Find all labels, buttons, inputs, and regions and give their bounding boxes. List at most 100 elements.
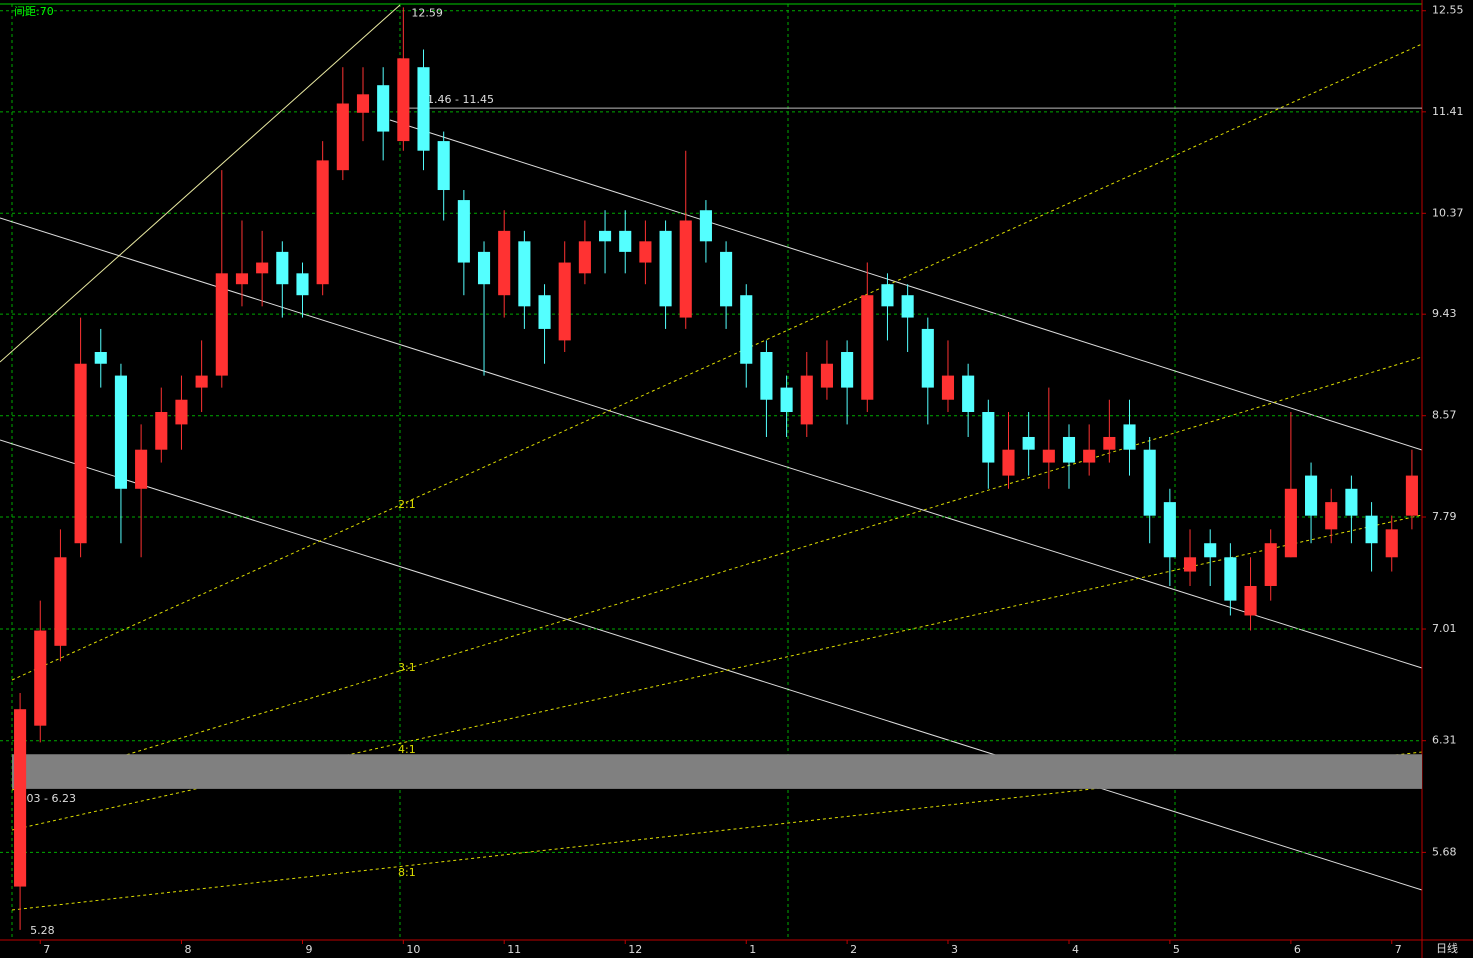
candle-body <box>1002 449 1015 476</box>
candle-body <box>800 375 813 425</box>
candle-body <box>1405 475 1418 516</box>
x-tick-label: 5 <box>1173 943 1180 956</box>
candle-body <box>1204 543 1217 558</box>
x-tick-label: 3 <box>951 943 958 956</box>
spacing-label: 间距:70 <box>14 5 54 18</box>
level-label: 11.46 - 11.45 <box>420 93 494 106</box>
gann-label: 3:1 <box>398 661 416 674</box>
candle-body <box>861 295 874 400</box>
y-tick-label: 7.79 <box>1432 510 1457 523</box>
gann-label: 8:1 <box>398 866 416 879</box>
candle-body <box>901 295 914 318</box>
candle-body <box>256 262 269 274</box>
candle-body <box>740 295 753 364</box>
candle-body <box>356 94 370 113</box>
candle-body <box>1123 424 1136 450</box>
candle-body <box>437 141 450 191</box>
candle-body <box>498 230 511 296</box>
candle-body <box>962 375 975 412</box>
candle-body <box>921 328 934 388</box>
x-tick-label: 7 <box>43 943 50 956</box>
candle-body <box>841 352 854 388</box>
candle-body <box>941 375 955 400</box>
candle-body <box>114 375 127 489</box>
x-tick-label: 4 <box>1072 943 1079 956</box>
candle-body <box>1244 585 1257 616</box>
candle-body <box>417 67 430 151</box>
low-label: 5.28 <box>30 924 55 937</box>
candle-body <box>1325 502 1338 530</box>
candle-body <box>538 295 551 329</box>
candle-body <box>1062 436 1076 463</box>
candle-body <box>578 241 591 274</box>
y-tick-label: 9.43 <box>1432 307 1457 320</box>
candle-body <box>518 241 531 307</box>
price-band <box>12 754 1422 789</box>
y-tick-label: 12.55 <box>1432 4 1464 17</box>
candle-body <box>175 399 188 425</box>
candle-body <box>477 251 491 285</box>
y-tick-label: 11.41 <box>1432 105 1464 118</box>
candle-body <box>316 160 329 285</box>
x-tick-label: 9 <box>305 943 312 956</box>
candle-body <box>1284 488 1297 558</box>
candle-body <box>235 273 249 285</box>
x-tick-label: 6 <box>1294 943 1301 956</box>
x-tick-label: 7 <box>1395 943 1402 956</box>
candle-body <box>276 251 289 285</box>
candle-body <box>74 363 87 544</box>
drawing-lines <box>0 4 1423 940</box>
candle-body <box>760 352 773 400</box>
candle-body <box>599 230 612 242</box>
x-tick-label: 1 <box>749 943 756 956</box>
candle-body <box>1143 449 1156 516</box>
candle-body <box>135 449 148 489</box>
candle-body <box>619 230 632 252</box>
candle-body <box>1385 529 1398 558</box>
candle-body <box>1022 436 1035 450</box>
candle-body <box>336 103 349 171</box>
candle-body <box>1183 557 1197 572</box>
y-tick-label: 5.68 <box>1432 845 1457 858</box>
candle-body <box>1042 449 1055 463</box>
x-tick-label: 8 <box>184 943 191 956</box>
band-label: 6.03 - 6.23 <box>16 792 76 805</box>
candle-body <box>639 241 652 263</box>
x-tick-label: 10 <box>406 943 420 956</box>
candle-body <box>457 200 470 263</box>
high-label: 12.59 <box>411 6 443 19</box>
candle-body <box>1365 515 1378 544</box>
candle-body <box>1264 543 1277 586</box>
candle-body <box>558 262 571 341</box>
candle-body <box>296 273 309 296</box>
period-label: 日线 <box>1436 941 1458 955</box>
candle-body <box>720 251 733 307</box>
candle-body <box>1083 449 1096 463</box>
candle-body <box>94 352 107 364</box>
candle-body <box>699 210 712 242</box>
x-tick-label: 2 <box>850 943 857 956</box>
candle-body <box>34 630 47 726</box>
candle-body <box>820 363 833 388</box>
candle-body <box>1224 557 1237 601</box>
y-tick-label: 8.57 <box>1432 409 1457 422</box>
candle-body <box>1163 502 1176 558</box>
candle-body <box>397 58 410 142</box>
candle-body <box>215 273 228 376</box>
y-tick-label: 7.01 <box>1432 622 1457 635</box>
candle-body <box>377 85 390 132</box>
candle-body <box>982 411 995 463</box>
y-tick-label: 6.31 <box>1432 734 1457 747</box>
candle-body <box>881 284 894 307</box>
candle-body <box>1345 488 1358 516</box>
candle-body <box>679 220 692 318</box>
candle-body <box>155 411 168 450</box>
candle-body <box>659 230 672 307</box>
candle-body <box>1103 436 1116 450</box>
gann-label: 2:1 <box>398 498 416 511</box>
x-tick-label: 12 <box>628 943 642 956</box>
gann-label: 4:1 <box>398 743 416 756</box>
x-tick-label: 11 <box>507 943 521 956</box>
candle-body <box>1305 475 1318 516</box>
